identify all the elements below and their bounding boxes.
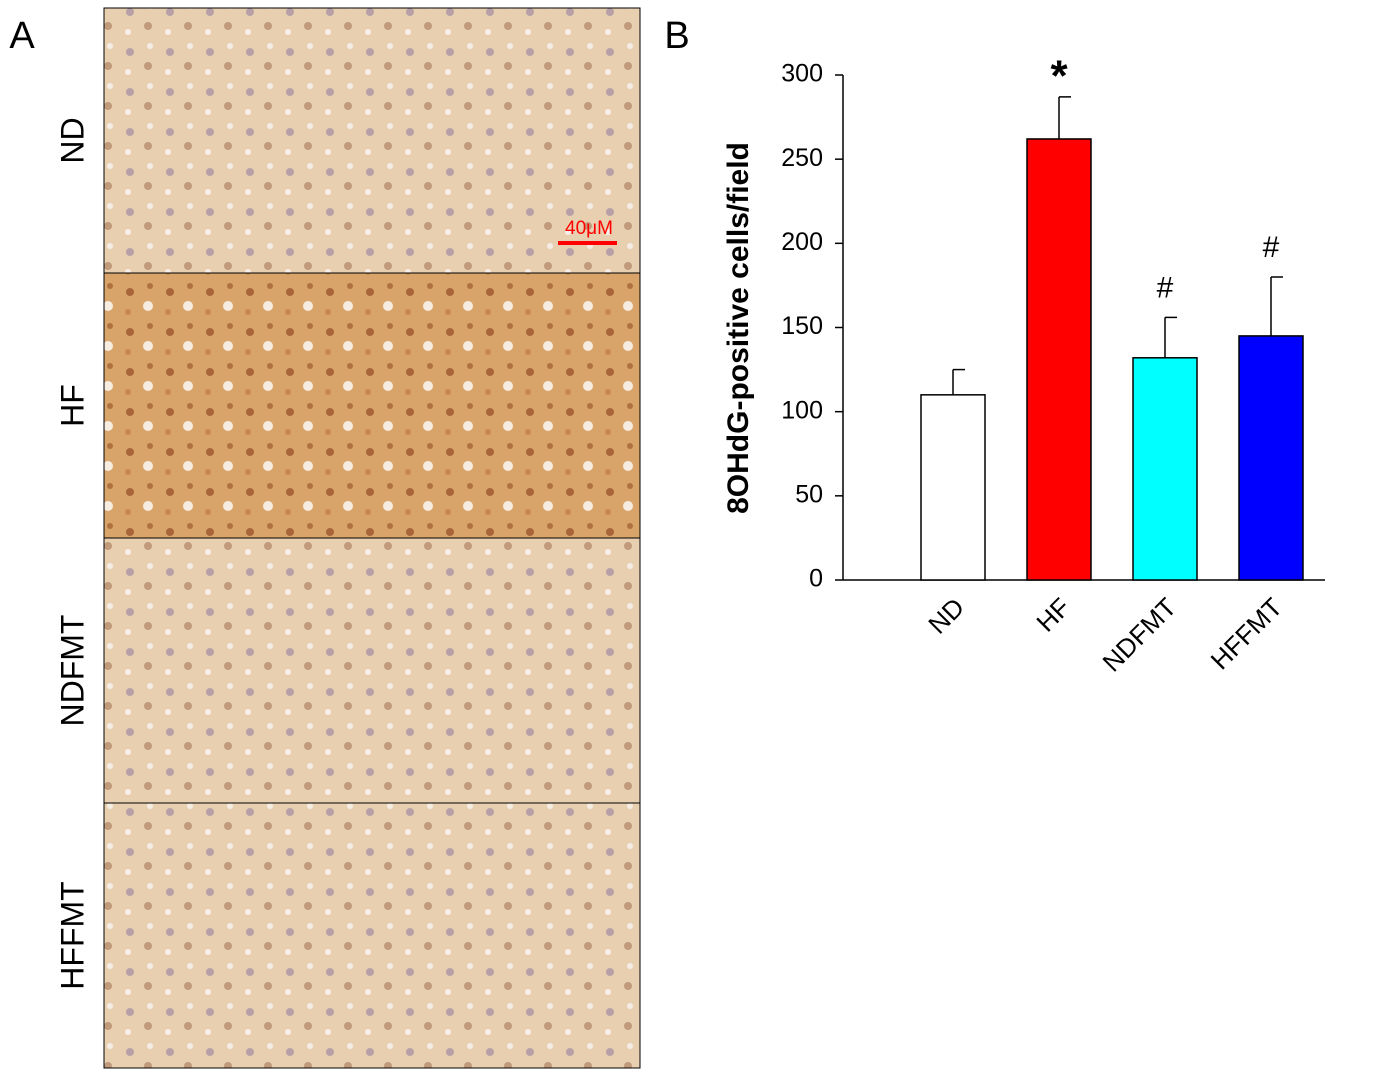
x-tick-label: HF bbox=[1030, 592, 1076, 638]
y-tick-label: 250 bbox=[781, 144, 823, 172]
row-label: ND bbox=[54, 117, 90, 163]
row-label: HFFMT bbox=[54, 881, 90, 989]
micrograph bbox=[103, 802, 641, 1069]
y-tick-label: 300 bbox=[781, 60, 823, 88]
row-label: HF bbox=[54, 384, 90, 427]
bar bbox=[1238, 335, 1304, 581]
bar bbox=[1026, 138, 1092, 581]
x-tick-label: NDFMT bbox=[1097, 592, 1183, 678]
micrograph bbox=[103, 272, 641, 539]
micrograph bbox=[103, 537, 641, 804]
significance-mark: # bbox=[1263, 231, 1280, 264]
bar bbox=[920, 394, 986, 581]
y-axis-label: 8OHdG-positive cells/field bbox=[722, 142, 755, 514]
y-tick-label: 50 bbox=[795, 480, 823, 508]
panel-label: B bbox=[664, 15, 689, 57]
significance-mark: # bbox=[1157, 271, 1174, 304]
x-tick-label: HFFMT bbox=[1205, 592, 1289, 676]
y-tick-label: 150 bbox=[781, 312, 823, 340]
scale-bar-label: 40μM bbox=[565, 218, 613, 239]
y-tick-label: 0 bbox=[809, 565, 823, 593]
row-label: NDFMT bbox=[54, 615, 90, 727]
micrograph bbox=[103, 7, 641, 274]
bar bbox=[1132, 357, 1198, 581]
significance-mark: * bbox=[1050, 52, 1068, 101]
y-tick-label: 200 bbox=[781, 228, 823, 256]
micrographs bbox=[103, 7, 641, 1069]
x-tick-label: ND bbox=[922, 592, 970, 640]
panel-label: A bbox=[9, 15, 35, 57]
y-tick-label: 100 bbox=[781, 396, 823, 424]
